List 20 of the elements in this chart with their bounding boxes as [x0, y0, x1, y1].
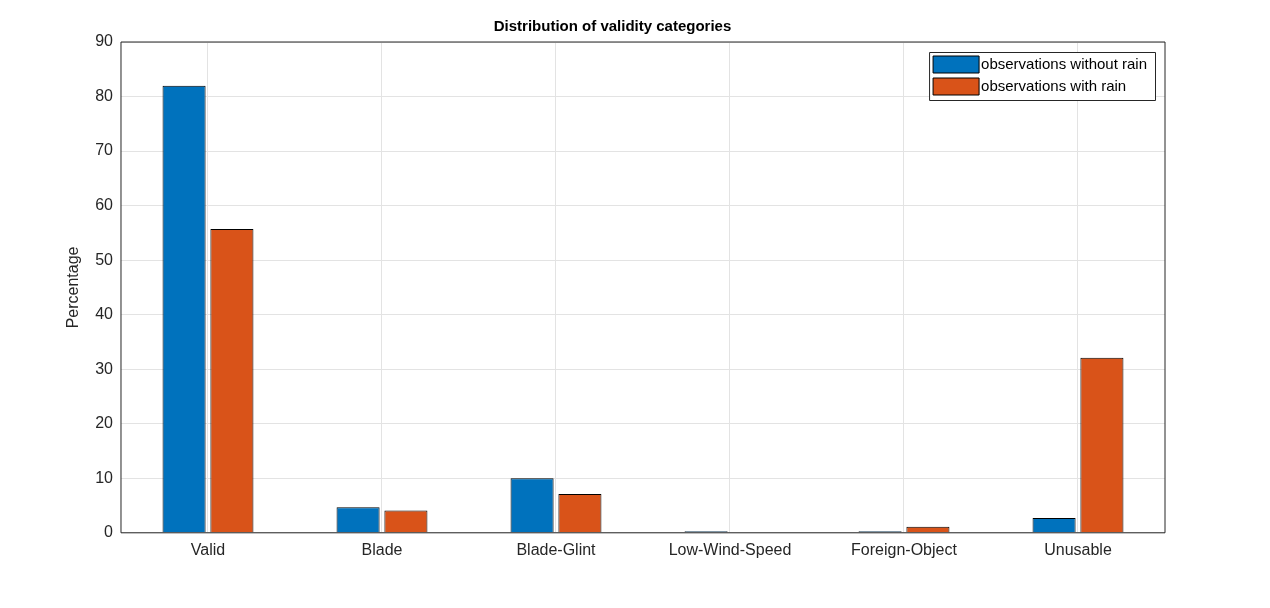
y-tick-label: 60	[95, 196, 114, 214]
x-tick-label: Foreign-Object	[851, 540, 958, 558]
y-tick-label: 0	[104, 523, 114, 541]
x-tick-label: Blade-Glint	[516, 540, 597, 558]
x-tick-label: Unusable	[1044, 540, 1112, 558]
x-tick-label: Valid	[190, 540, 226, 558]
y-tick-label: 90	[95, 32, 114, 50]
x-tick-label: Low-Wind-Speed	[668, 540, 792, 558]
y-tick-label: 70	[95, 141, 114, 159]
chart-title: Distribution of validity categories	[493, 17, 732, 35]
legend-label: observations without rain	[981, 54, 1148, 72]
legend-label: observations with rain	[981, 76, 1127, 94]
y-tick-label: 10	[95, 468, 114, 486]
y-tick-label: 50	[95, 250, 114, 268]
x-tick-label: Blade	[361, 540, 403, 558]
y-tick-label: 80	[95, 86, 114, 104]
y-axis-title: Percentage	[64, 246, 82, 329]
y-tick-label: 20	[95, 414, 114, 432]
y-tick-label: 40	[95, 305, 114, 323]
y-tick-label: 30	[95, 359, 114, 377]
